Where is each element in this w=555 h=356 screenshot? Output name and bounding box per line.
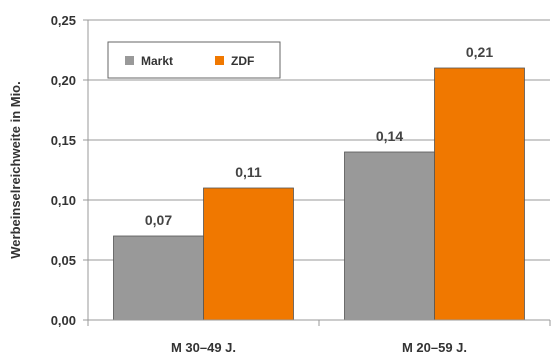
y-axis: 0,00 0,05 0,10 0,15 0,20 0,25 (51, 13, 89, 328)
bar-markt (113, 235, 204, 321)
y-tick-label: 0,15 (51, 133, 76, 148)
y-axis-title: Werbeinselreichweite in Mio. (8, 81, 23, 258)
data-label: 0,07 (145, 212, 172, 228)
bar-markt (344, 151, 435, 321)
legend-swatch (215, 56, 224, 65)
legend-box (107, 41, 281, 79)
y-tick-label: 0,00 (51, 313, 76, 328)
y-tick-label: 0,25 (51, 13, 76, 28)
legend-label: ZDF (231, 54, 254, 68)
legend: Markt ZDF (107, 41, 281, 79)
x-tick-label: M 20–59 J. (402, 340, 467, 355)
data-label: 0,11 (235, 164, 262, 180)
legend-swatch (125, 56, 134, 65)
bar-zdf (434, 67, 525, 321)
y-tick-label: 0,20 (51, 73, 76, 88)
y-tick-label: 0,05 (51, 253, 76, 268)
data-label: 0,21 (466, 44, 493, 60)
bars: 0,07 0,11 0,14 0,21 (113, 44, 525, 321)
data-label: 0,14 (376, 128, 403, 144)
x-tick-label: M 30–49 J. (171, 340, 236, 355)
y-tick-label: 0,10 (51, 193, 76, 208)
x-axis: M 30–49 J. M 20–59 J. (87, 319, 551, 355)
bar-zdf (203, 187, 294, 321)
legend-label: Markt (141, 54, 173, 68)
